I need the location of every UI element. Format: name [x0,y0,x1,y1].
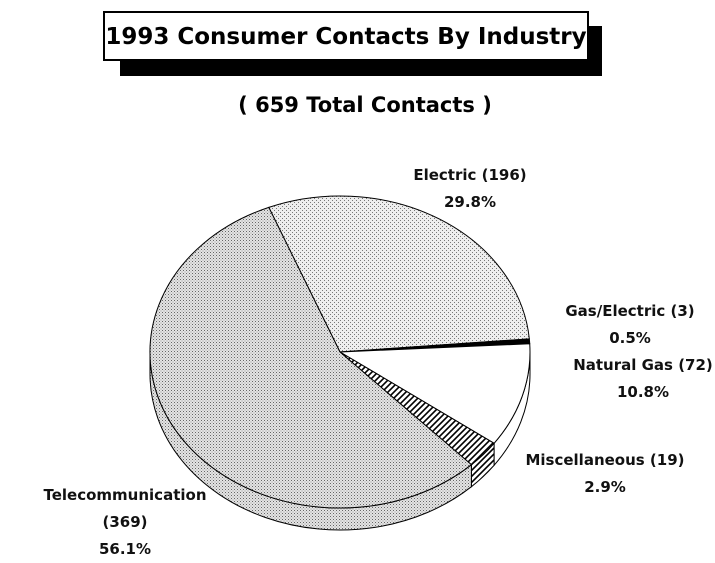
category-label: Telecommunication (369) [43,486,207,531]
category-label: Gas/Electric (3) [565,302,695,320]
pie-tops [149,195,531,509]
value-label: 2.9% [584,478,626,496]
chart-subtitle: ( 659 Total Contacts ) [238,93,492,117]
slice-label: Gas/Electric (3) 0.5% [565,298,694,352]
pie-slice [149,206,473,509]
category-label: Electric (196) [413,166,527,184]
pie-slice [268,195,530,353]
pie-slice [338,343,531,444]
slice-label: Miscellaneous (19) 2.9% [525,447,684,501]
value-label: 29.8% [443,193,497,211]
title-box [103,11,589,61]
value-label: 10.8% [616,383,670,401]
value-label: 0.5% [609,329,651,347]
chart-title: 1993 Consumer Contacts By Industry [105,24,586,50]
slice-label: Telecommunication (369) 56.1% [25,482,225,563]
category-label: Natural Gas (72) [573,356,713,374]
category-label: Miscellaneous (19) [525,451,685,469]
slice-label: Natural Gas (72) 10.8% [573,352,713,406]
slice-label: Electric (196) 29.8% [413,162,526,216]
value-label: 56.1% [98,540,152,558]
